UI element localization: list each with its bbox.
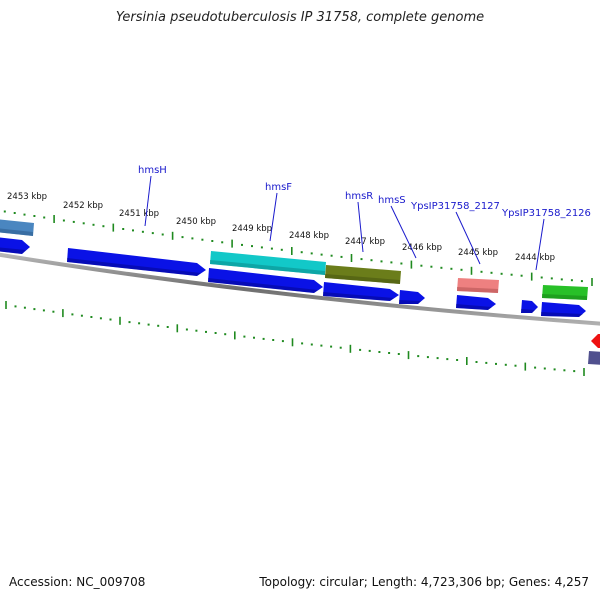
gene-arrow[interactable]: [521, 300, 538, 313]
gene-arrow[interactable]: [456, 295, 496, 310]
feature-arrow-red[interactable]: [591, 334, 600, 348]
kbp-scale: 2453 kbp 2452 kbp 2451 kbp 2450 kbp 2449…: [7, 192, 555, 263]
label-leader-line: [357, 201, 364, 253]
upper-tick-row: [3, 210, 593, 286]
kbp-label: 2444 kbp: [515, 253, 555, 263]
feature-bar-cyan-shade: [210, 260, 325, 275]
feature-bar-green-shade: [542, 294, 587, 300]
kbp-label: 2446 kbp: [402, 243, 442, 253]
kbp-label: 2453 kbp: [7, 192, 47, 202]
kbp-label: 2450 kbp: [176, 217, 216, 227]
label-leader-line: [144, 175, 152, 227]
gene-arrow[interactable]: [399, 290, 425, 304]
gene-label-hmsF[interactable]: hmsF: [265, 182, 292, 193]
kbp-label: 2445 kbp: [458, 248, 498, 258]
gene-arrow[interactable]: [541, 302, 586, 317]
gene-arrow-shade: [323, 292, 394, 301]
kbp-label: 2448 kbp: [289, 231, 329, 241]
gene-arrow[interactable]: [0, 237, 30, 254]
label-leader-line: [269, 192, 278, 242]
gene-label-hmsR[interactable]: hmsR: [345, 191, 373, 202]
gene-label-hmsS[interactable]: hmsS: [378, 195, 406, 206]
gene-arrow-shade: [521, 309, 535, 313]
kbp-label: 2451 kbp: [119, 209, 159, 219]
feature-bar-slate[interactable]: [588, 351, 600, 365]
gene-arrow-shade: [399, 300, 421, 304]
kbp-label: 2449 kbp: [232, 224, 272, 234]
kbp-label: 2447 kbp: [345, 237, 385, 247]
forward-gene-track: [0, 237, 586, 317]
gene-label-lines: [144, 175, 545, 271]
map-title: Yersinia pseudotuberculosis IP 31758, co…: [115, 10, 485, 25]
kbp-label: 2452 kbp: [63, 201, 103, 211]
gene-label-YpsIP31758_2126[interactable]: YpsIP31758_2126: [501, 208, 591, 219]
label-leader-line: [535, 218, 545, 271]
feature-track: [0, 219, 588, 300]
reverse-feature-track: [588, 334, 600, 365]
gene-arrow-shade: [456, 304, 492, 310]
gene-arrow[interactable]: [67, 248, 206, 276]
gene-arrow[interactable]: [208, 268, 323, 293]
label-leader-line: [390, 205, 417, 259]
gene-labels: hmsH hmsF hmsR hmsS YpsIP31758_2127 YpsI…: [138, 165, 591, 219]
feature-bar-salmon-shade: [457, 287, 498, 293]
gene-label-hmsH[interactable]: hmsH: [138, 165, 167, 176]
lower-tick-row: [5, 301, 585, 376]
gene-arrow-shade: [0, 247, 26, 254]
gene-label-YpsIP31758_2127[interactable]: YpsIP31758_2127: [410, 201, 500, 212]
feature-bar-steelblue-shade: [0, 228, 33, 236]
label-leader-line: [455, 211, 481, 265]
genome-backbone: [0, 252, 600, 326]
genome-summary-text: Topology: circular; Length: 4,723,306 bp…: [259, 575, 589, 589]
gene-arrow-shade: [67, 258, 201, 276]
feature-bar-olive-shade: [325, 274, 400, 284]
gene-arrow-shade: [208, 278, 318, 293]
accession-text: Accession: NC_009708: [9, 575, 146, 589]
gene-arrow[interactable]: [323, 282, 399, 301]
forward-gene-shading: [0, 247, 583, 317]
gene-arrow-shade: [541, 312, 583, 317]
